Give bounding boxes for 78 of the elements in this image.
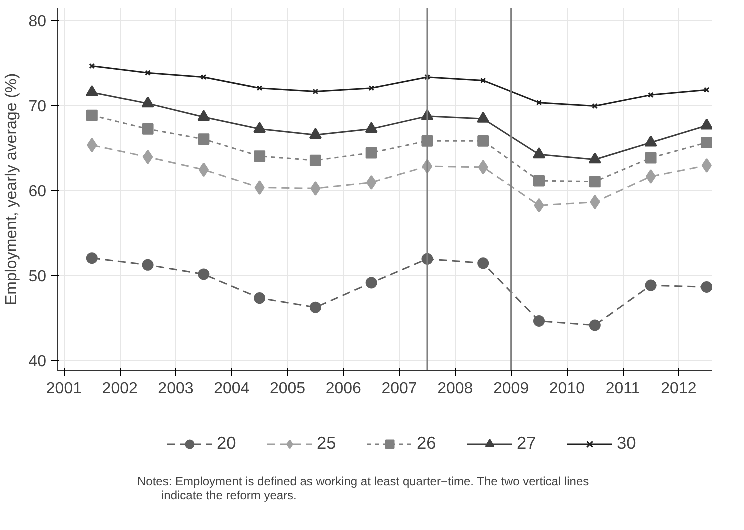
point (589, 176, 601, 188)
point (254, 180, 265, 196)
point (366, 175, 377, 190)
point (477, 112, 490, 123)
point (533, 148, 546, 159)
y-tick-label: 70 (28, 98, 47, 116)
point (198, 268, 210, 280)
point (142, 123, 154, 135)
point (254, 150, 266, 162)
y-tick-label: 40 (28, 353, 47, 370)
point (534, 315, 545, 327)
point (312, 88, 319, 95)
point (142, 150, 154, 164)
point (534, 175, 545, 187)
x-tick-label: 2006 (326, 380, 362, 398)
point (142, 259, 154, 271)
point (645, 280, 657, 292)
point (589, 320, 601, 332)
point (366, 147, 378, 159)
x-tick-label: 2010 (549, 380, 586, 398)
point (701, 281, 712, 293)
point (142, 96, 154, 108)
legend-label: 30 (617, 433, 637, 454)
text: Notes: Employment is defined as working at least quarter−time. The two vertical lines indicate the reform years. (138, 474, 590, 502)
x-tick-label: 2008 (438, 380, 474, 398)
point (198, 162, 210, 178)
legend-label: 27 (517, 433, 537, 454)
point (478, 160, 488, 175)
point (368, 86, 374, 92)
legend-label: 25 (317, 433, 337, 454)
point (645, 152, 657, 164)
point (309, 128, 322, 140)
y-axis-title: Employment, yearly average (%) (4, 73, 21, 306)
x-tick-label: 2005 (270, 380, 306, 398)
point (254, 122, 266, 134)
point (310, 302, 322, 314)
point (366, 277, 378, 289)
point (700, 118, 712, 130)
point (86, 110, 98, 122)
point (310, 181, 321, 196)
point (592, 103, 598, 110)
point (86, 252, 98, 264)
point (198, 110, 210, 122)
x-tick-label: 2001 (46, 380, 82, 398)
point (588, 152, 602, 164)
point (201, 74, 207, 80)
legend-label: 20 (217, 433, 237, 454)
x-tick-label: 2009 (494, 380, 530, 398)
x-tick-label: 2007 (382, 380, 418, 398)
point (310, 154, 322, 166)
point (534, 198, 544, 213)
x-tick-label: 2012 (661, 380, 697, 398)
point (254, 292, 266, 304)
point (256, 86, 263, 92)
point (478, 135, 490, 147)
point (365, 122, 378, 134)
x-tick-label: 2003 (158, 380, 194, 398)
point (646, 170, 656, 184)
point (702, 158, 712, 173)
point (198, 134, 210, 146)
point (590, 194, 600, 210)
point (648, 92, 654, 98)
point (145, 70, 151, 76)
x-tick-label: 2004 (214, 380, 250, 398)
point (701, 137, 712, 149)
y-tick-label: 50 (28, 268, 47, 286)
y-tick-label: 80 (28, 13, 47, 30)
point (424, 74, 430, 80)
point (644, 136, 658, 147)
legend-label: 26 (417, 433, 437, 454)
point (478, 258, 490, 270)
point (86, 86, 98, 97)
y-tick-label: 60 (28, 183, 47, 200)
x-tick-label: 2002 (102, 380, 138, 398)
x-tick-label: 2011 (606, 380, 640, 398)
point (480, 78, 486, 84)
point (87, 138, 98, 153)
point (536, 100, 542, 106)
